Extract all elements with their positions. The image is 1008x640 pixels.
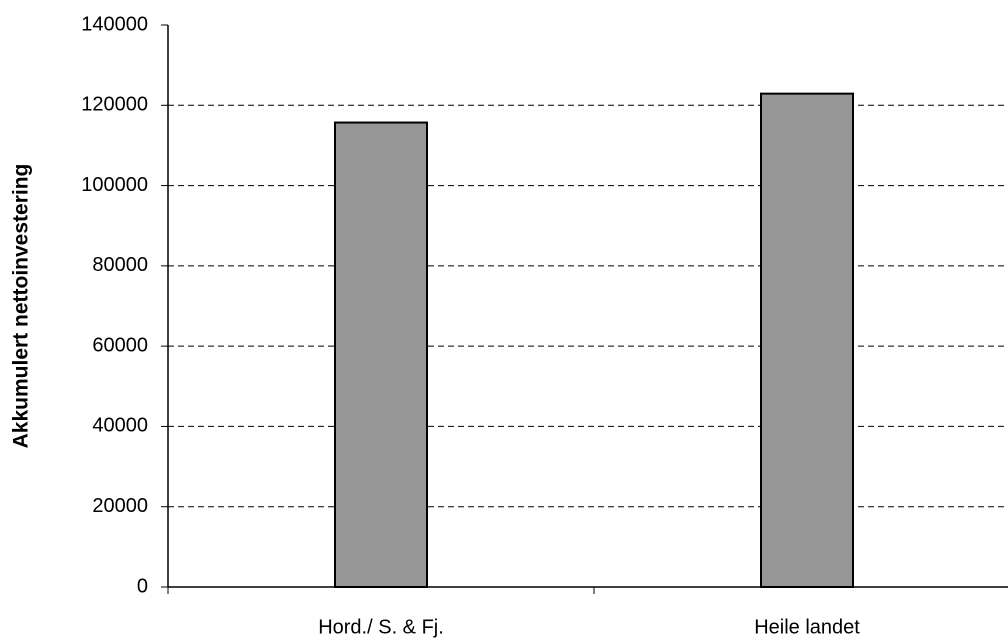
- y-tick-label: 40000: [92, 415, 148, 437]
- y-axis-title: Akkumulert nettoinvestering: [10, 164, 33, 449]
- y-tick-label: 80000: [92, 254, 148, 276]
- y-tick-label: 0: [137, 575, 148, 597]
- bar: [334, 121, 428, 588]
- y-tick-label: 20000: [92, 495, 148, 517]
- x-tick-label: Hord./ S. & Fj.: [318, 616, 444, 638]
- y-tick-label: 100000: [81, 174, 148, 196]
- y-tick-label: 120000: [81, 94, 148, 116]
- bar: [760, 92, 854, 588]
- x-tick-label: Heile landet: [754, 616, 860, 638]
- y-tick-label: 60000: [92, 334, 148, 356]
- y-tick-label: 140000: [81, 13, 148, 35]
